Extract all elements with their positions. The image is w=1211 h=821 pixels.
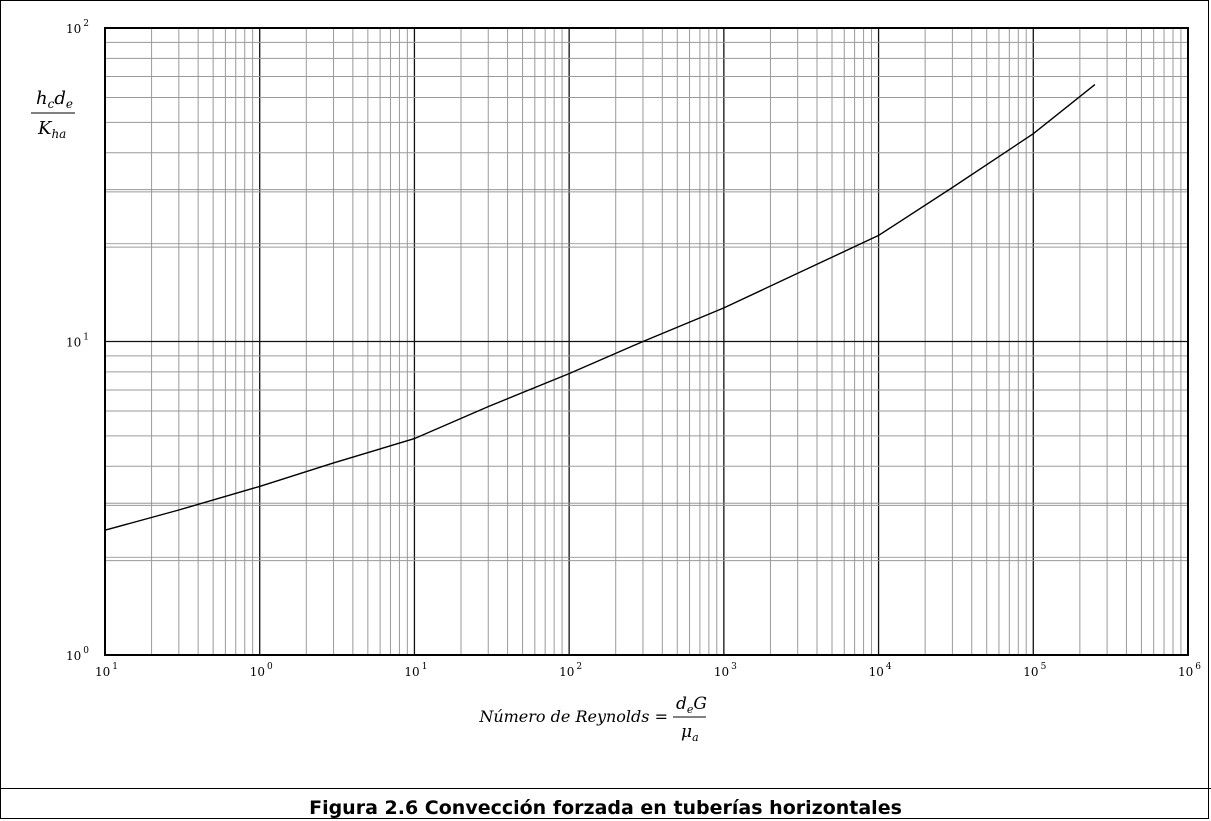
y-axis-label: hcde Kha [31,88,75,141]
xlabel-den: μ [681,722,692,742]
tick-labels: 10 1 10 0 10 1 10 2 10 3 10 4 10 5 10 6 10 0 10 1 10 2 [66,19,1201,679]
x-tick-label: 10 5 [1023,662,1046,679]
x-tick-label: 10 2 [559,662,582,679]
chart-grid [105,28,1188,655]
xlabel-den-sub: a [692,731,699,744]
ylabel-den-sub: ha [51,127,66,141]
series-line [105,85,1095,531]
ylabel-num-b: d [54,88,66,109]
svg-text:deG: deG [676,694,707,716]
x-tick-label: 10 6 [1178,662,1201,679]
x-axis-label: Número de Reynolds = deG μa [478,694,707,744]
svg-text:Kha: Kha [37,118,66,141]
xlabel-num: d [676,694,687,714]
x-tick-label: 10 1 [404,662,427,679]
y-tick-label: 10 2 [66,19,89,36]
x-tick-label: 10 1 [95,662,118,679]
svg-text:μa: μa [681,722,699,744]
y-tick-label: 10 1 [66,333,89,350]
x-tick-label: 10 4 [869,662,892,679]
ylabel-num-b-sub: e [66,97,73,111]
xlabel-num-tail: G [693,694,707,714]
ylabel-num-a: h [36,88,48,109]
curve-layer [105,85,1095,531]
svg-text:hcde: hcde [36,88,73,111]
xlabel-prefix: Número de Reynolds = [478,707,668,726]
figure-caption: Figura 2.6 Convección forzada en tubería… [0,797,1211,819]
x-tick-label: 10 0 [250,662,273,679]
y-tick-label: 10 0 [66,646,89,663]
x-tick-label: 10 3 [714,662,737,679]
